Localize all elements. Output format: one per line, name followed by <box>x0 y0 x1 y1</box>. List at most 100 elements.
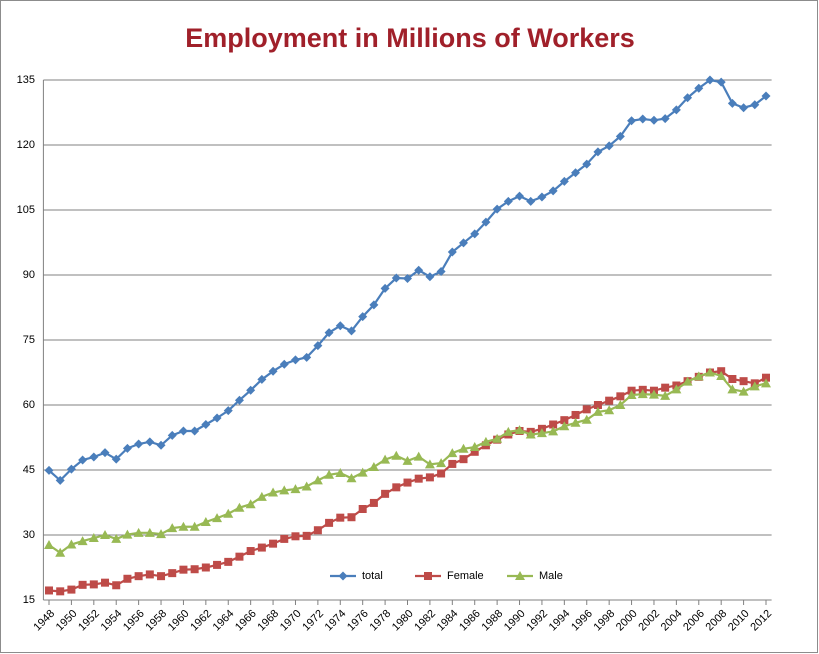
chart-title: Employment in Millions of Workers <box>185 23 635 53</box>
point <box>223 406 233 416</box>
point <box>212 413 222 423</box>
point <box>369 300 379 310</box>
point <box>425 473 434 482</box>
point <box>481 217 491 227</box>
point <box>391 273 401 283</box>
point <box>257 543 266 552</box>
point <box>335 468 346 478</box>
point <box>693 371 704 381</box>
point <box>391 450 402 460</box>
point <box>178 426 188 436</box>
point <box>156 440 166 450</box>
point <box>246 385 256 395</box>
point <box>156 529 167 539</box>
point <box>291 532 300 541</box>
point <box>347 513 356 522</box>
point <box>246 547 255 556</box>
point <box>581 414 592 424</box>
point <box>515 191 525 201</box>
point <box>346 326 356 336</box>
point <box>570 417 581 427</box>
point <box>325 518 334 527</box>
y-tick-label: 105 <box>17 204 35 216</box>
point <box>548 426 559 436</box>
point <box>458 443 469 453</box>
point <box>77 536 88 546</box>
point <box>312 475 323 485</box>
point <box>448 459 457 468</box>
point <box>189 521 200 531</box>
point <box>750 100 760 110</box>
point <box>100 530 111 539</box>
point <box>338 571 348 581</box>
point <box>101 578 110 587</box>
point <box>302 531 311 540</box>
point <box>44 465 54 475</box>
point <box>661 383 670 392</box>
y-tick-label: 90 <box>23 269 35 281</box>
point <box>66 539 77 549</box>
point <box>469 442 480 452</box>
point <box>190 426 200 436</box>
point <box>648 389 659 399</box>
point <box>357 467 368 477</box>
point <box>403 273 412 283</box>
y-tick-label: 75 <box>23 334 35 346</box>
point <box>89 452 99 462</box>
point <box>559 421 570 431</box>
y-tick-label: 120 <box>17 139 35 151</box>
point <box>245 499 256 509</box>
point <box>55 547 66 557</box>
point <box>536 428 547 438</box>
point <box>761 91 771 101</box>
point <box>324 469 335 479</box>
y-tick-label: 15 <box>23 594 35 606</box>
point <box>470 447 479 456</box>
point <box>402 455 413 465</box>
legend-label: Male <box>539 570 563 582</box>
point <box>447 247 457 257</box>
point <box>269 539 278 548</box>
point <box>78 455 88 465</box>
point <box>66 464 76 474</box>
y-tick-label: 135 <box>17 74 35 86</box>
point <box>234 395 244 405</box>
point <box>739 103 749 113</box>
point <box>380 283 390 293</box>
point <box>45 586 54 595</box>
point <box>671 384 682 394</box>
point <box>268 487 279 497</box>
point <box>144 527 155 537</box>
legend-label: total <box>362 570 383 582</box>
point <box>728 375 737 383</box>
point <box>616 392 625 401</box>
point <box>313 341 323 351</box>
point <box>738 386 749 396</box>
point <box>111 533 122 543</box>
point <box>716 77 726 87</box>
point <box>716 370 727 380</box>
point <box>414 474 423 483</box>
point <box>549 420 558 429</box>
point <box>122 443 132 453</box>
point <box>413 451 424 461</box>
point <box>380 454 391 464</box>
point <box>459 455 468 464</box>
point <box>503 196 513 206</box>
point <box>55 475 65 485</box>
point <box>213 560 222 569</box>
point <box>526 196 536 206</box>
point <box>638 114 648 124</box>
point <box>67 585 76 594</box>
point <box>44 539 55 549</box>
point <box>470 229 480 239</box>
point <box>492 433 503 443</box>
point <box>133 527 144 537</box>
point <box>324 328 334 338</box>
point <box>592 406 603 416</box>
point <box>358 312 368 322</box>
point <box>89 580 98 589</box>
point <box>424 572 432 580</box>
point <box>571 168 581 178</box>
